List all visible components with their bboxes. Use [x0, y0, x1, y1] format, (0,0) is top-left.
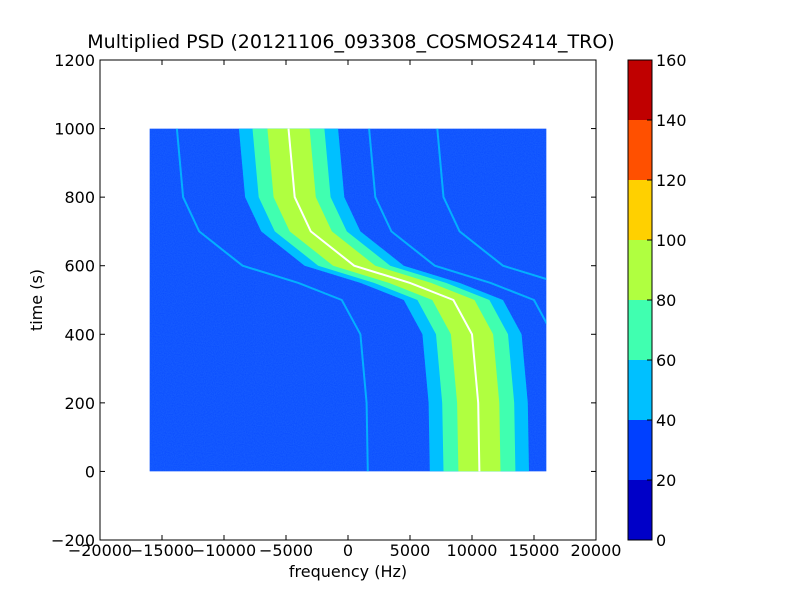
x-tick-label: −10000: [192, 541, 256, 560]
y-tick-label: 1000: [54, 120, 95, 139]
x-tick-label: 15000: [509, 541, 560, 560]
colorbar-tick-label: 80: [656, 291, 676, 310]
x-tick-label: −20000: [68, 541, 132, 560]
x-tick-label: 0: [343, 541, 353, 560]
x-tick-label: 20000: [571, 541, 622, 560]
y-tick-label: 800: [64, 188, 95, 207]
y-axis: −200 0 200 400 600 800 1000 1200: [51, 51, 596, 550]
colorbar-segment: [628, 300, 652, 360]
y-tick-label: 600: [64, 257, 95, 276]
heatmap-layer: [149, 128, 547, 472]
colorbar-tick-label: 100: [656, 231, 687, 250]
colorbar: 0 20 40 60 80 100 120 140 160: [627, 51, 687, 550]
signal-center-line: [287, 128, 481, 472]
y-tick-label: 0: [85, 462, 95, 481]
secondary-trace: [175, 128, 369, 472]
y-tick-label: 400: [64, 325, 95, 344]
secondary-trace: [368, 128, 547, 325]
colorbar-tick-label: 160: [656, 51, 687, 70]
secondary-trace: [436, 128, 547, 281]
colorbar-tick-label: 20: [656, 471, 676, 490]
x-tick-label: 5000: [390, 541, 431, 560]
colorbar-segment: [628, 180, 652, 240]
colorbar-tick-label: 40: [656, 411, 676, 430]
colorbar-segment: [628, 360, 652, 420]
x-tick-label: −15000: [130, 541, 194, 560]
x-tick-label: 10000: [447, 541, 498, 560]
x-tick-label: −5000: [259, 541, 313, 560]
colorbar-tick-label: 60: [656, 351, 676, 370]
colorbar-tick-label: 140: [656, 111, 687, 130]
y-tick-label: −200: [51, 531, 95, 550]
colorbar-tick-label: 0: [656, 531, 666, 550]
colorbar-segment: [628, 420, 652, 480]
colorbar-segment: [628, 60, 652, 120]
y-tick-label: 1200: [54, 51, 95, 70]
y-tick-label: 200: [64, 394, 95, 413]
colorbar-segment: [628, 120, 652, 180]
x-axis-title: frequency (Hz): [289, 562, 407, 581]
colorbar-tick-label: 120: [656, 171, 687, 190]
colorbar-segment: [628, 240, 652, 300]
colorbar-segment: [628, 480, 652, 540]
chart-title: Multiplied PSD (20121106_093308_COSMOS24…: [87, 31, 614, 53]
y-axis-title: time (s): [27, 269, 46, 331]
x-axis: −20000−15000−10000 −5000 0 5000 10000 15000 20…: [68, 60, 622, 560]
